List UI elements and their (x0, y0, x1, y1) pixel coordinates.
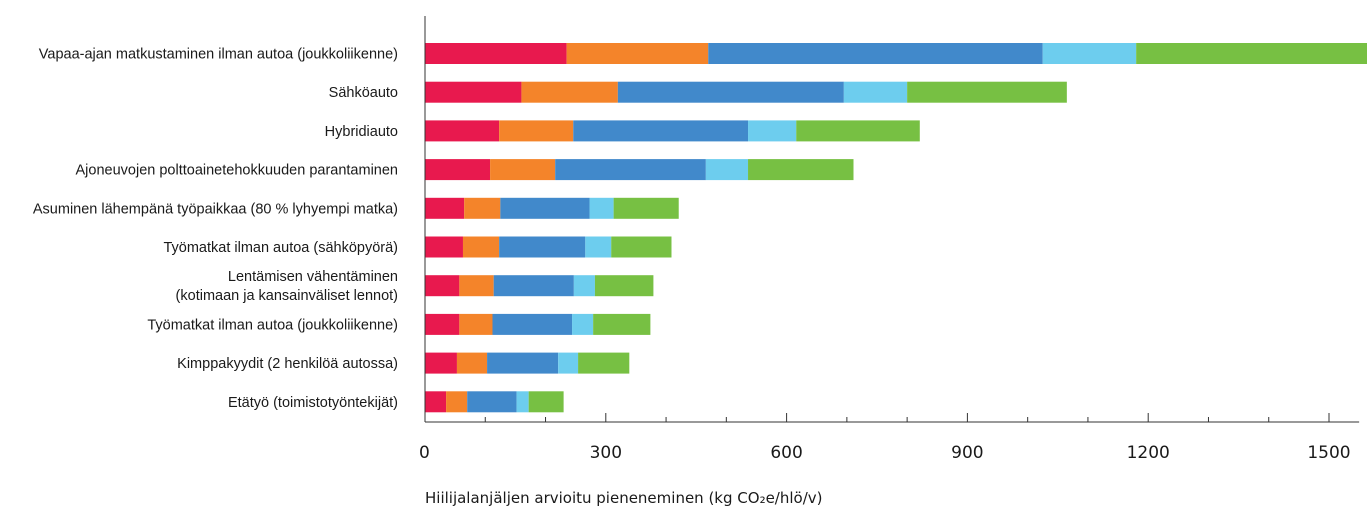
bar-segment-8-3 (492, 313, 573, 335)
category-label: Työmatkat ilman autoa (sähköpyörä) (163, 240, 398, 256)
bar-segment-10-3 (467, 391, 517, 413)
bar-segment-1-5 (1136, 43, 1367, 64)
category-label: Lentämisen vähentäminen (kotimaan ja kans… (176, 269, 398, 304)
x-axis: 0 300 600 900 1200 1500 (419, 16, 1360, 463)
bar-segment-4-4 (705, 159, 749, 181)
bar-segment-3-4 (748, 120, 797, 142)
category-labels: Vapaa-ajan matkustaminen ilman autoa (jo… (33, 47, 398, 411)
bar-segment-8-1 (425, 313, 460, 335)
bar-segment-7-2 (459, 275, 494, 297)
category-label: Vapaa-ajan matkustaminen ilman autoa (jo… (39, 47, 398, 63)
bar-segment-5-2 (464, 197, 501, 219)
bar-segment-3-5 (796, 120, 920, 142)
bar-segment-4-2 (490, 159, 556, 181)
bar-segment-1-4 (1042, 43, 1137, 64)
bar-segment-9-2 (456, 352, 488, 374)
bar-segment-2-2 (521, 81, 618, 103)
bar-segment-4-5 (748, 159, 854, 181)
x-tick-label: 1500 (1307, 443, 1350, 463)
bar-segment-2-4 (843, 81, 908, 103)
x-tick-label: 1200 (1127, 443, 1170, 463)
category-label: Sähköauto (329, 85, 398, 101)
bar-segment-6-5 (611, 236, 672, 258)
bar-segment-8-4 (572, 313, 594, 335)
x-axis-title: Hiilijalanjäljen arvioitu pieneneminen (… (425, 489, 823, 507)
bar-segment-7-3 (493, 275, 574, 297)
bar-segment-3-1 (425, 120, 500, 142)
category-label: Hybridiauto (325, 124, 398, 140)
x-tick-label: 600 (770, 443, 802, 463)
bar-segment-8-2 (459, 313, 493, 335)
bar-segment-2-3 (617, 81, 844, 103)
bar-segment-10-1 (425, 391, 447, 413)
category-label: Etätyö (toimistotyöntekijät) (228, 395, 398, 411)
bar-segment-2-5 (907, 81, 1067, 103)
category-label: Kimppakyydit (2 henkilöä autossa) (177, 356, 398, 372)
bar-segment-5-4 (589, 197, 614, 219)
bar-segment-5-1 (425, 197, 465, 219)
bar-segment-6-2 (462, 236, 500, 258)
bar-segment-5-5 (613, 197, 679, 219)
category-label: Työmatkat ilman autoa (joukkoliikenne) (147, 317, 398, 333)
bar-segment-4-3 (555, 159, 706, 181)
bar-segment-9-4 (558, 352, 579, 374)
bar-segment-7-1 (425, 275, 460, 297)
bar-segment-10-2 (446, 391, 468, 413)
bar-segment-10-4 (516, 391, 529, 413)
bar-segment-6-4 (585, 236, 612, 258)
bar-segment-1-1 (425, 43, 567, 64)
bar-segment-6-3 (499, 236, 586, 258)
bar-segment-7-4 (573, 275, 595, 297)
x-tick-label: 900 (951, 443, 983, 463)
bar-segment-6-1 (425, 236, 463, 258)
bar-segment-4-1 (425, 159, 491, 181)
category-label: Asuminen lähempänä työpaikkaa (80 % lyhy… (33, 201, 398, 217)
bar-segment-3-3 (573, 120, 749, 142)
bar-segment-7-5 (594, 275, 654, 297)
category-label: Ajoneuvojen polttoainetehokkuuden parant… (76, 163, 398, 179)
bar-segment-10-5 (528, 391, 564, 413)
bar-segment-9-1 (425, 352, 457, 374)
bars-group (425, 43, 1367, 413)
bar-segment-8-5 (593, 313, 651, 335)
bar-segment-9-5 (578, 352, 630, 374)
bar-segment-5-3 (500, 197, 590, 219)
bar-segment-1-2 (566, 43, 709, 64)
bar-segment-3-2 (499, 120, 574, 142)
x-tick-label: 0 (419, 443, 430, 463)
bar-segment-2-1 (425, 81, 522, 103)
bar-segment-1-3 (708, 43, 1043, 64)
x-tick-label: 300 (590, 443, 622, 463)
bar-segment-9-3 (487, 352, 559, 374)
